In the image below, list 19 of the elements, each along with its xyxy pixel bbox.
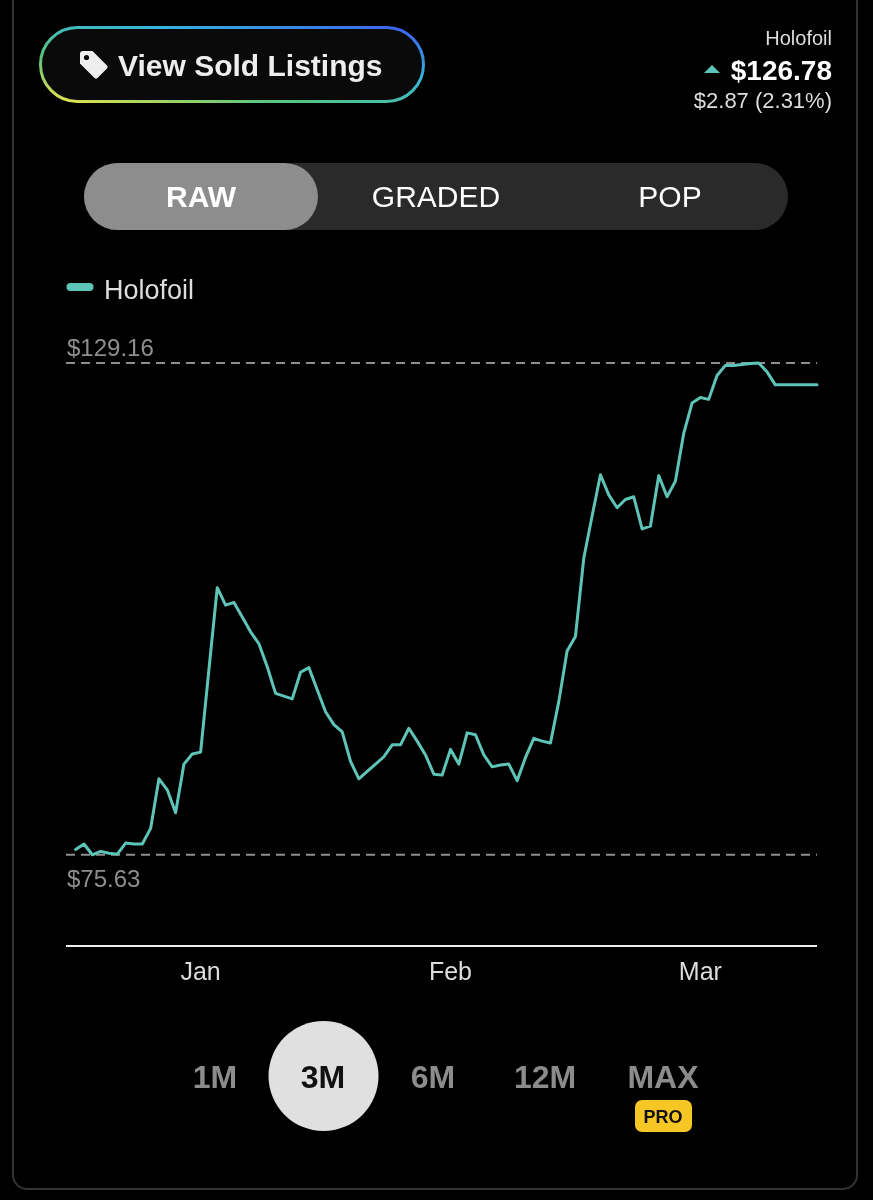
- text: $2.87 (2.31%): [693, 88, 832, 113]
- text: RAW: [166, 180, 237, 213]
- x-tick-label: Jan: [180, 957, 221, 985]
- text: $126.78: [730, 55, 832, 86]
- ref-line-label: $75.63: [67, 864, 141, 892]
- text: 12M: [513, 1059, 577, 1095]
- text: Holofoil: [765, 27, 832, 49]
- text: 1M: [192, 1059, 238, 1095]
- legend-label: Holofoil: [104, 275, 195, 305]
- x-tick-label: Feb: [428, 957, 473, 985]
- text: View Sold Listings: [118, 49, 383, 82]
- x-tick-label: Mar: [678, 957, 722, 985]
- ref-line-label: $129.16: [67, 334, 154, 361]
- text: MAX: [627, 1059, 700, 1095]
- text: 3M: [300, 1059, 346, 1095]
- text: PRO: [643, 1107, 683, 1127]
- text: 6M: [410, 1059, 456, 1095]
- text: POP: [638, 180, 702, 213]
- text: GRADED: [371, 180, 501, 213]
